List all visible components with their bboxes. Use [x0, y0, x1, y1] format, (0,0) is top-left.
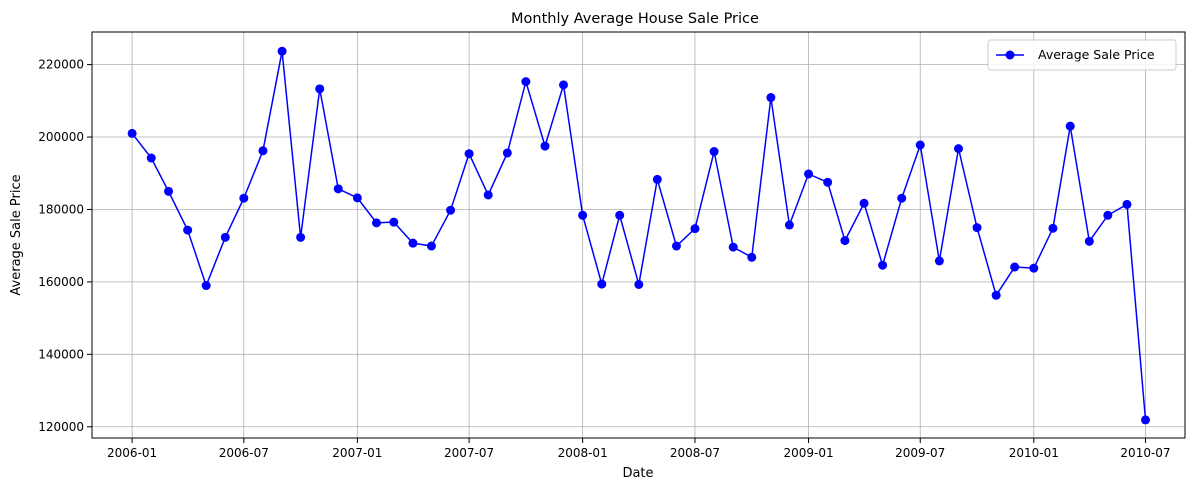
- y-tick-label: 180000: [38, 202, 84, 216]
- data-point: [690, 224, 700, 234]
- data-point: [389, 217, 399, 227]
- data-point: [127, 128, 137, 138]
- data-point: [784, 220, 794, 230]
- data-point: [859, 198, 869, 208]
- x-axis-ticks: 2006-01 2006-07 2007-01 2007-07 2008-01 2008-…: [107, 438, 1171, 460]
- data-point: [426, 241, 436, 251]
- data-point: [804, 169, 814, 179]
- y-axis-label: Average Sale Price: [9, 174, 24, 295]
- data-point: [634, 279, 644, 289]
- x-tick-label: 2007-01: [332, 446, 382, 460]
- plot-area-frame: [91, 31, 1186, 439]
- data-point: [1103, 210, 1113, 220]
- data-point: [220, 232, 230, 242]
- data-point: [652, 174, 662, 184]
- data-point: [1048, 223, 1058, 233]
- x-axis-label: Date: [622, 466, 653, 481]
- data-point: [1029, 263, 1039, 273]
- x-tick-label: 2006-07: [219, 446, 269, 460]
- data-point: [1065, 121, 1075, 131]
- data-point: [1141, 415, 1150, 425]
- data-point: [521, 77, 531, 87]
- data-point: [146, 153, 156, 163]
- data-point: [1122, 199, 1132, 209]
- data-point: [1010, 262, 1020, 272]
- data-point: [164, 186, 174, 196]
- data-point: [878, 260, 888, 270]
- data-point: [559, 80, 569, 90]
- data-point: [728, 242, 738, 252]
- data-point: [333, 184, 343, 194]
- legend-entry-label: Average Sale Price: [1038, 47, 1155, 62]
- data-point: [709, 147, 719, 157]
- data-point: [464, 149, 474, 159]
- series-line-average-sale-price: [131, 51, 1147, 420]
- series-layer: [127, 46, 1150, 425]
- x-tick-label: 2009-01: [783, 446, 833, 460]
- data-point: [446, 205, 456, 215]
- data-point: [766, 93, 776, 103]
- y-tick-label: 220000: [38, 58, 84, 72]
- data-point: [258, 146, 268, 156]
- data-point: [277, 46, 287, 56]
- data-point: [502, 148, 512, 158]
- data-point: [1084, 236, 1094, 246]
- x-tick-label: 2006-01: [107, 446, 157, 460]
- y-tick-label: 160000: [38, 275, 84, 289]
- y-tick-label: 120000: [38, 420, 84, 434]
- y-tick-label: 140000: [38, 347, 84, 361]
- x-tick-label: 2008-01: [558, 446, 608, 460]
- legend: Average Sale Price: [987, 39, 1177, 71]
- data-point: [897, 193, 907, 203]
- data-point: [747, 252, 757, 262]
- data-point: [840, 236, 850, 246]
- data-point: [483, 190, 493, 200]
- x-tick-label: 2008-07: [670, 446, 720, 460]
- legend-box: [987, 39, 1177, 71]
- data-point: [578, 210, 588, 220]
- grid-lines: [92, 32, 1185, 438]
- data-point: [183, 225, 193, 235]
- x-tick-label: 2009-07: [895, 446, 945, 460]
- data-point: [972, 223, 982, 233]
- legend-marker-sample: [1005, 50, 1015, 60]
- x-tick-label: 2010-01: [1009, 446, 1059, 460]
- data-point: [615, 210, 625, 220]
- data-point: [597, 279, 607, 289]
- x-tick-label: 2010-07: [1120, 446, 1170, 460]
- data-point: [352, 193, 362, 203]
- data-point: [296, 232, 306, 242]
- data-point: [671, 241, 681, 251]
- chart-title: Monthly Average House Sale Price: [511, 11, 759, 27]
- data-point: [991, 290, 1001, 300]
- data-point: [954, 144, 963, 154]
- data-point: [201, 281, 211, 291]
- y-axis-ticks: 120000 140000 160000 180000 200000 220000: [38, 58, 92, 434]
- data-point: [239, 193, 249, 203]
- data-point: [315, 84, 325, 94]
- x-tick-label: 2007-07: [444, 446, 494, 460]
- data-point: [823, 177, 833, 187]
- data-point: [915, 140, 925, 150]
- y-tick-label: 200000: [38, 130, 84, 144]
- data-point: [372, 218, 382, 228]
- data-point: [408, 238, 418, 248]
- data-point: [540, 141, 550, 151]
- data-point: [934, 256, 944, 266]
